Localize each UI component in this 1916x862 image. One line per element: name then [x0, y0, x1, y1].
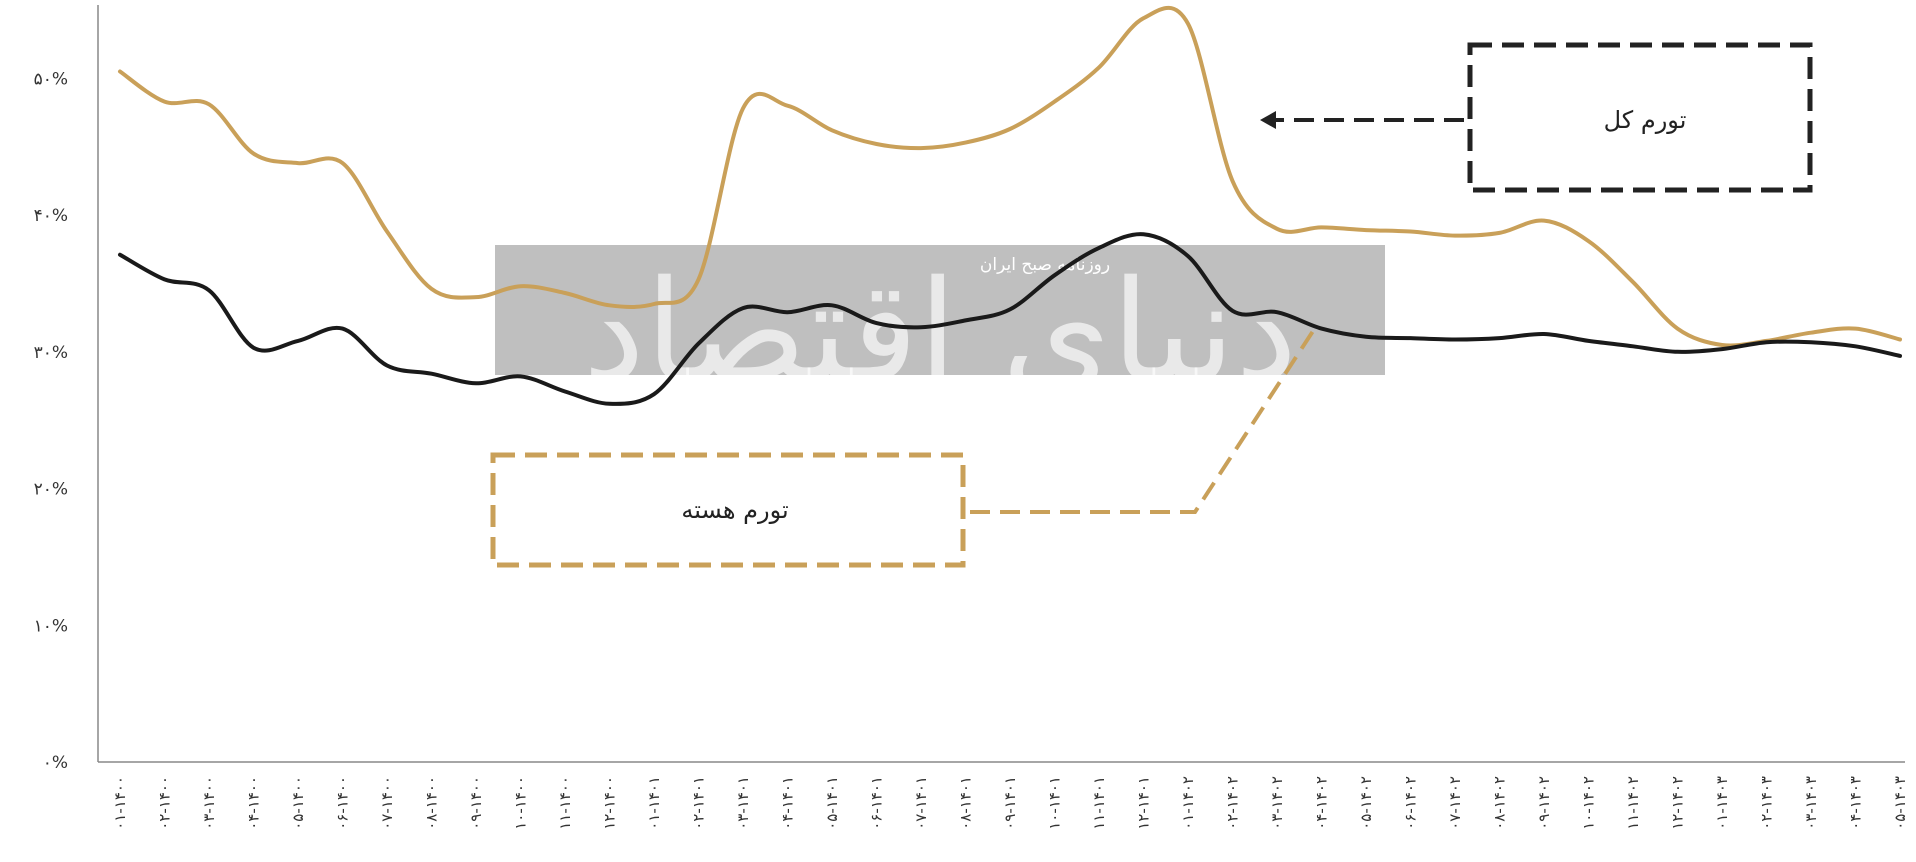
x-tick-label: ۰۵-۱۴۰۳	[1891, 776, 1909, 830]
x-tick-label: ۱۱-۱۴۰۲	[1624, 776, 1642, 830]
y-tick-label: ۳۰%	[34, 343, 68, 363]
series-line-total-inflation	[118, 5, 1902, 348]
x-tick-label: ۰۶-۱۴۰۰	[334, 776, 352, 830]
x-tick-label: ۰۶-۱۴۰۱	[868, 776, 886, 830]
watermark-main-text: دنیای اقتصاد	[583, 251, 1298, 414]
x-tick-label: ۰۳-۱۴۰۰	[200, 776, 218, 830]
x-tick-label: ۰۴-۱۴۰۱	[779, 776, 797, 830]
x-tick-label: ۰۴-۱۴۰۰	[245, 776, 263, 830]
y-tick-label: ۵۰%	[34, 69, 68, 89]
watermark: دنیای اقتصاد روزنامه صبح ایران	[495, 245, 1385, 414]
x-tick-label: ۱۱-۱۴۰۰	[556, 776, 574, 830]
x-tick-label: ۱۰-۱۴۰۱	[1046, 776, 1064, 830]
x-tick-label: ۰۸-۱۴۰۰	[423, 776, 441, 830]
callout-box-total-inflation	[1467, 42, 1813, 193]
x-tick-label: ۰۱-۱۴۰۱	[645, 776, 663, 830]
callout-box-core-inflation	[490, 452, 966, 568]
x-tick-label: ۰۲-۱۴۰۲	[1224, 776, 1242, 830]
x-tick-label: ۰۹-۱۴۰۲	[1535, 776, 1553, 830]
x-tick-label: ۰۴-۱۴۰۳	[1847, 776, 1865, 830]
x-tick-label: ۰۵-۱۴۰۲	[1357, 776, 1375, 830]
x-tick-label: ۰۷-۱۴۰۱	[912, 776, 930, 830]
y-tick-label: ۲۰%	[34, 480, 68, 500]
callout-label-total-inflation: تورم کل	[1604, 106, 1687, 134]
x-tick-label: ۱۲-۱۴۰۱	[1135, 776, 1153, 830]
x-tick-label: ۰۸-۱۴۰۲	[1491, 776, 1509, 830]
x-tick-label: ۰۵-۱۴۰۰	[289, 776, 307, 830]
x-tick-label: ۰۳-۱۴۰۱	[734, 776, 752, 830]
x-tick-label: ۰۳-۱۴۰۳	[1802, 776, 1820, 830]
x-tick-label: ۰۷-۱۴۰۰	[378, 776, 396, 830]
callouts: تورم کل تورم هسته	[490, 42, 1813, 568]
callout-label-core-inflation: تورم هسته	[681, 496, 788, 524]
x-tick-label: ۱۲-۱۴۰۰	[601, 776, 619, 830]
y-tick-label: ۱۰%	[34, 616, 68, 636]
x-tick-label: ۰۸-۱۴۰۱	[957, 776, 975, 830]
y-tick-label: ۴۰%	[34, 206, 68, 226]
series-line-core-inflation	[118, 232, 1902, 406]
axes: ۰% ۱۰% ۲۰% ۳۰% ۴۰% ۵۰% ۰۱-۱۴۰۰ ۰۲-۱۴۰۰ ۰۳-۱۴۰۰ ۰۴…	[34, 5, 1909, 830]
callout-connector-core-inflation	[970, 326, 1317, 514]
x-tick-label: ۱۰-۱۴۰۰	[512, 776, 530, 830]
x-tick-label: ۰۱-۱۴۰۳	[1713, 776, 1731, 830]
x-tick-label: ۰۷-۱۴۰۲	[1446, 776, 1464, 830]
x-tick-label: ۰۱-۱۴۰۲	[1179, 776, 1197, 830]
x-tick-label: ۰۵-۱۴۰۱	[823, 776, 841, 830]
watermark-band	[495, 245, 1385, 375]
series-lines	[118, 5, 1902, 406]
x-tick-label: ۱۰-۱۴۰۲	[1580, 776, 1598, 830]
x-tick-label: ۰۳-۱۴۰۲	[1268, 776, 1286, 830]
x-tick-label: ۱۲-۱۴۰۲	[1669, 776, 1687, 830]
x-tick-label: ۰۲-۱۴۰۰	[156, 776, 174, 830]
x-tick-label: ۰۴-۱۴۰۲	[1313, 776, 1331, 830]
x-tick-label: ۱۱-۱۴۰۱	[1090, 776, 1108, 830]
x-tick-label: ۰۶-۱۴۰۲	[1402, 776, 1420, 830]
watermark-small-text: روزنامه صبح ایران	[980, 255, 1110, 275]
x-tick-label: ۰۱-۱۴۰۰	[111, 776, 129, 830]
x-tick-label: ۰۹-۱۴۰۱	[1001, 776, 1019, 830]
callout-arrowhead-total-inflation	[1260, 111, 1276, 129]
x-tick-label: ۰۲-۱۴۰۱	[690, 776, 708, 830]
x-tick-label: ۰۹-۱۴۰۰	[467, 776, 485, 830]
y-tick-label: ۰%	[43, 753, 68, 773]
x-tick-label: ۰۲-۱۴۰۳	[1758, 776, 1776, 830]
